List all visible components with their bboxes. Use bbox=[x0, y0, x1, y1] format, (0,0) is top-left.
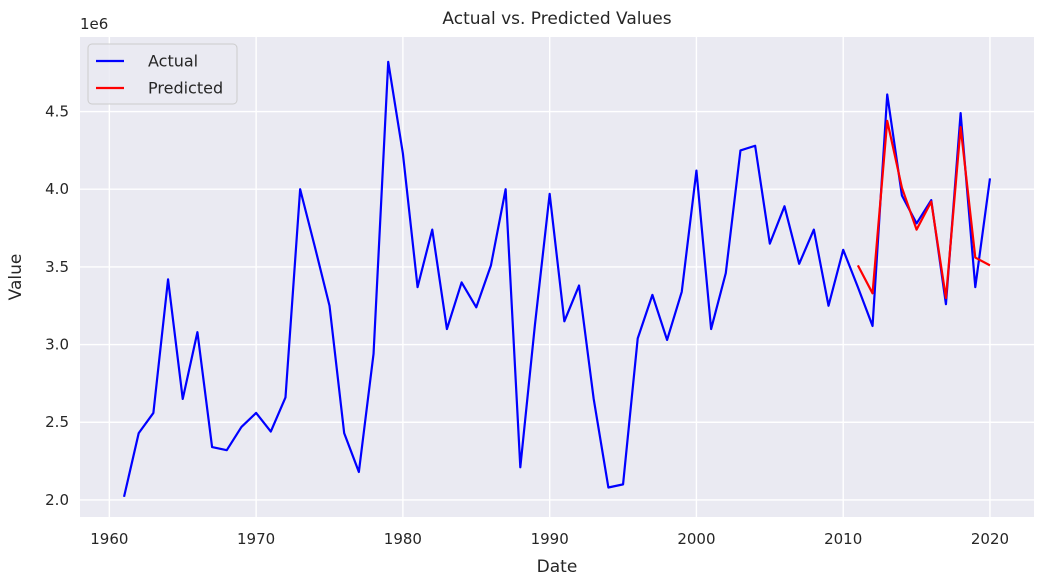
y-tick-label: 2.5 bbox=[45, 413, 69, 431]
legend-label-actual: Actual bbox=[148, 52, 198, 71]
series-line-predicted bbox=[856, 119, 991, 300]
x-tick-label: 1980 bbox=[384, 530, 422, 548]
x-tick-label: 1960 bbox=[90, 530, 128, 548]
grid-lines bbox=[80, 37, 1034, 517]
y-tick-label: 3.5 bbox=[45, 258, 69, 276]
x-axis-label: Date bbox=[537, 557, 578, 577]
y-tick-label: 4.5 bbox=[45, 103, 69, 121]
x-tick-label: 1990 bbox=[531, 530, 569, 548]
chart-title: Actual vs. Predicted Values bbox=[442, 9, 671, 29]
y-tick-label: 4.0 bbox=[45, 180, 69, 198]
x-axis-ticks: 1960 1970 1980 1990 2000 2010 2020 bbox=[90, 530, 1009, 548]
x-tick-label: 2010 bbox=[824, 530, 862, 548]
legend-box bbox=[87, 43, 238, 105]
x-tick-label: 2000 bbox=[677, 530, 715, 548]
y-axis-ticks: 2.0 2.5 3.0 3.5 4.0 4.5 bbox=[45, 103, 69, 509]
y-axis-label: Value bbox=[6, 254, 26, 301]
x-tick-label: 2020 bbox=[971, 530, 1009, 548]
legend: Actual Predicted bbox=[87, 43, 238, 105]
plot-area bbox=[80, 37, 1034, 517]
y-tick-label: 2.0 bbox=[45, 491, 69, 509]
legend-label-predicted: Predicted bbox=[148, 79, 223, 98]
y-offset-label: 1e6 bbox=[80, 15, 108, 33]
x-tick-label: 1970 bbox=[237, 530, 275, 548]
y-tick-label: 3.0 bbox=[45, 336, 69, 354]
series-line-actual bbox=[122, 60, 992, 498]
series-layer bbox=[122, 60, 992, 498]
